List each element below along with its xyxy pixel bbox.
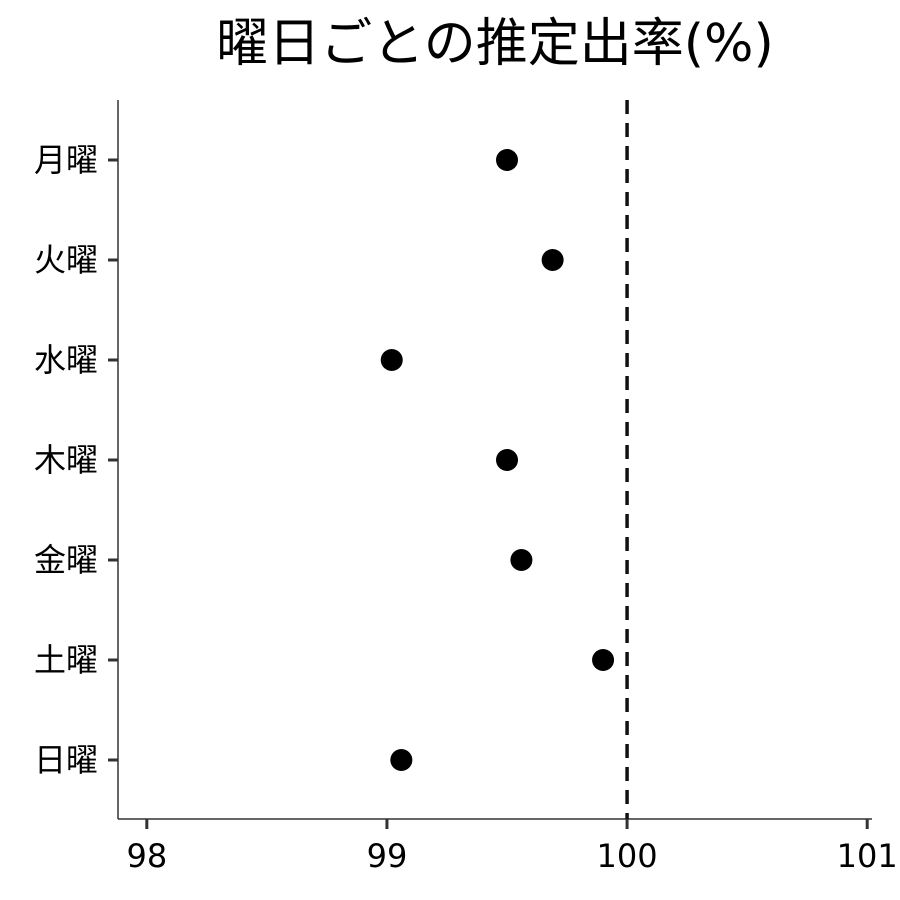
- chart-title: 曜日ごとの推定出率(%): [216, 14, 774, 74]
- y-tick-label: 金曜: [34, 541, 98, 579]
- y-tick-label: 月曜: [34, 141, 98, 179]
- x-tick-label: 100: [597, 837, 658, 875]
- y-tick-label: 土曜: [34, 641, 98, 679]
- data-point: [541, 249, 564, 271]
- data-point: [592, 649, 615, 671]
- data-point: [380, 349, 403, 371]
- y-tick-label: 木曜: [34, 441, 98, 479]
- data-point: [510, 549, 533, 571]
- data-point: [496, 149, 519, 171]
- x-tick-label: 101: [837, 837, 898, 875]
- data-points: [380, 149, 615, 771]
- y-tick-label: 水曜: [34, 341, 98, 379]
- x-tick-label: 98: [126, 837, 167, 875]
- data-point: [496, 449, 519, 471]
- y-tick-label: 日曜: [34, 741, 98, 779]
- y-tick-label: 火曜: [34, 241, 98, 279]
- x-tick-label: 99: [367, 837, 408, 875]
- data-point: [390, 749, 413, 771]
- x-ticks: 98 99 100 101: [126, 819, 898, 875]
